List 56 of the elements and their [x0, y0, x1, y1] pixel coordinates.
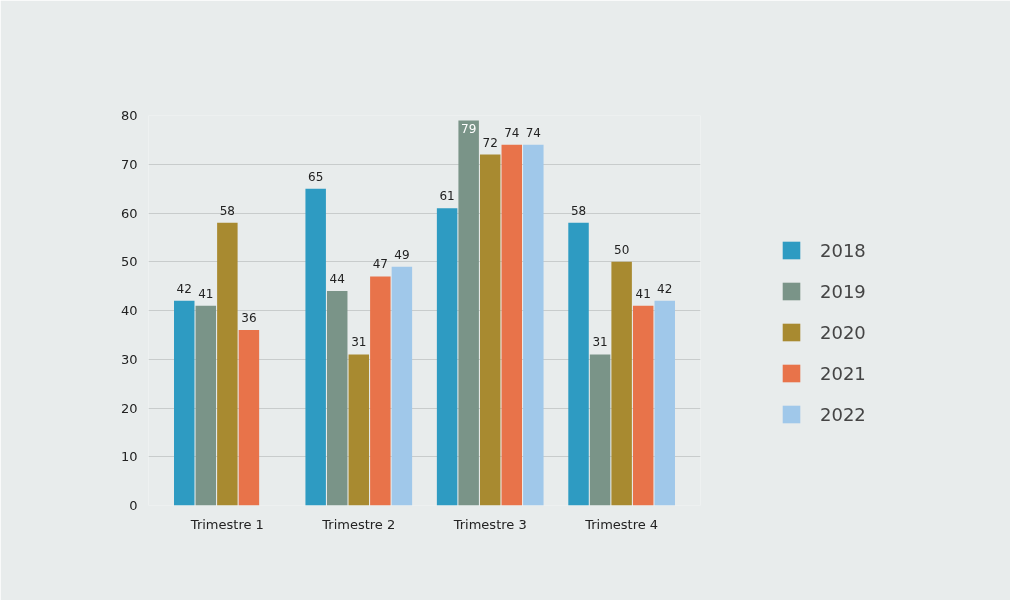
data-label: 74 — [504, 125, 520, 140]
data-label: 41 — [198, 286, 214, 301]
data-label: 44 — [329, 272, 345, 286]
bar — [195, 305, 217, 506]
y-tick-label: 70 — [120, 156, 138, 172]
bar — [611, 261, 632, 506]
legend-label: 2022 — [820, 403, 866, 425]
y-tick-label: 20 — [120, 400, 138, 416]
data-label: 42 — [657, 281, 673, 296]
data-label: 36 — [241, 311, 257, 325]
bar — [305, 188, 326, 506]
y-tick-label: 30 — [120, 351, 138, 367]
bar — [348, 354, 370, 506]
data-label: 58 — [570, 203, 587, 218]
bar — [370, 276, 391, 506]
x-tick-label: Trimestre 2 — [321, 516, 396, 532]
data-label: 50 — [614, 242, 630, 257]
data-label: 49 — [394, 247, 410, 262]
bar — [458, 120, 479, 506]
data-label: 58 — [219, 203, 235, 218]
data-label: 47 — [372, 257, 388, 272]
bar — [238, 330, 260, 506]
legend-label: 2020 — [820, 321, 866, 343]
x-tick-label: Trimestre 4 — [584, 516, 659, 532]
y-tick-label: 60 — [120, 205, 138, 221]
bar — [589, 354, 611, 506]
bar — [436, 208, 458, 506]
y-tick-label: 50 — [120, 254, 138, 270]
bar — [391, 266, 413, 506]
bar — [217, 222, 238, 506]
data-label: 61 — [439, 189, 455, 204]
data-label: 41 — [635, 286, 651, 301]
bar — [568, 222, 589, 506]
x-tick-label: Trimestre 3 — [452, 516, 527, 532]
bar — [501, 144, 523, 506]
y-tick-label: 80 — [120, 108, 138, 123]
bar — [326, 291, 348, 506]
y-tick-label: 40 — [120, 303, 138, 318]
data-label: 42 — [176, 281, 192, 296]
data-label: 31 — [592, 335, 608, 350]
data-label: 72 — [482, 135, 498, 150]
bar — [479, 154, 501, 506]
data-label: 65 — [308, 169, 324, 184]
y-tick-label: 10 — [120, 449, 138, 465]
legend-label: 2021 — [820, 362, 866, 384]
bar — [654, 300, 675, 506]
data-label: 79 — [461, 122, 477, 137]
x-tick-label: Trimestre 1 — [189, 516, 264, 532]
bar — [632, 305, 654, 506]
legend-label: 2019 — [820, 280, 866, 302]
data-label: 31 — [351, 335, 367, 350]
bar — [523, 144, 544, 506]
data-label: 74 — [525, 125, 541, 140]
y-tick-label: 0 — [129, 498, 138, 513]
legend-label: 2018 — [820, 239, 866, 261]
bar — [174, 300, 195, 506]
